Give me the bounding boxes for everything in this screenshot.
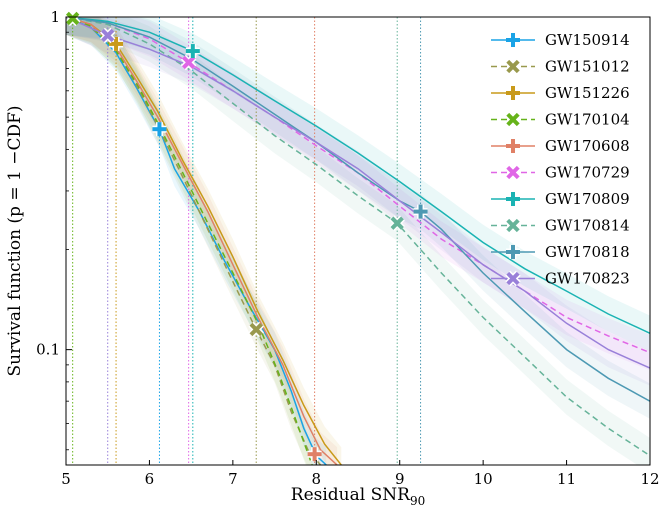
band-gw170608 [66,17,338,465]
x-axis-label: Residual SNR90 [291,485,425,508]
x-tick-label: 12 [640,470,659,488]
legend-label: GW151226 [545,84,630,102]
y-axis-label: Survival function (p = 1 −CDF) [5,105,25,376]
marker-gw170104 [64,10,81,27]
legend-marker [505,164,521,181]
legend-label: GW170809 [545,190,630,208]
plot-frame [65,16,651,466]
marker-gw151226 [109,36,124,51]
legend-item: GW170823 [491,270,630,288]
x-tick-label: 6 [145,470,155,488]
x-tick-label: 5 [61,470,71,488]
legend-item: GW170729 [491,164,630,182]
legend-label: GW170608 [545,137,630,155]
y-tick-label: 0.1 [36,341,60,359]
x-tick-label: 10 [474,470,493,488]
legend-label: GW170818 [545,243,630,261]
vertical-reference-lines [72,17,422,465]
series-markers [64,10,428,462]
legend-label: GW170104 [545,111,630,129]
line-gw170823 [66,17,650,369]
line-gw170818 [66,17,650,402]
band-gw170818 [66,17,650,419]
legend-marker [505,58,521,75]
legend-item: GW170814 [491,217,630,235]
y-tick-label: 1 [50,8,60,26]
x-tick-label: 11 [557,470,576,488]
legend-item: GW150914 [491,31,630,49]
y-axis-ticks: 10.1 [36,8,72,451]
band-gw150914 [66,17,327,465]
legend-item: GW170809 [491,190,630,208]
marker-gw170729 [180,54,197,71]
legend-item: GW170608 [491,137,630,155]
legend-item: GW170104 [491,111,630,129]
legend-marker [506,192,520,206]
x-axis-ticks: 5 6 7 8 9 10 11 12 [61,460,660,488]
legend-marker [506,86,520,100]
legend-item: GW151226 [491,84,630,102]
x-tick-label: 9 [395,470,405,488]
legend-label: GW150914 [545,31,630,49]
legend-marker [505,217,521,234]
marker-gw170608 [307,447,322,462]
legend-label: GW170729 [545,164,630,182]
legend: GW150914 GW151012 GW151226 GW170104 GW170608… [491,31,630,288]
series-lines [66,17,650,465]
legend-label: GW151012 [545,58,630,76]
line-gw170814 [66,17,650,457]
x-axis-label-subscript: 90 [410,494,425,508]
legend-marker [506,245,520,259]
x-tick-label: 7 [228,470,238,488]
x-tick-label: 8 [312,470,322,488]
band-gw151226 [66,17,342,465]
legend-label: GW170823 [545,270,630,288]
legend-marker [505,270,521,287]
marker-gw170814 [389,215,405,231]
line-gw170809 [66,17,650,334]
legend-label: GW170814 [545,217,630,235]
legend-marker [506,33,520,47]
line-gw170104 [66,17,313,465]
marker-gw170809 [185,44,200,59]
legend-marker [505,111,521,128]
legend-marker [506,139,520,153]
marker-gw150914 [152,122,167,137]
marker-gw170818 [413,204,428,219]
marker-gw170823 [99,27,116,44]
band-gw170809 [66,17,650,351]
legend-item: GW170818 [491,243,630,261]
band-gw170814 [66,17,650,465]
marker-gw151012 [248,321,264,338]
band-gw170729 [66,17,650,371]
band-gw170823 [66,17,650,386]
legend-item: GW151012 [491,58,630,76]
